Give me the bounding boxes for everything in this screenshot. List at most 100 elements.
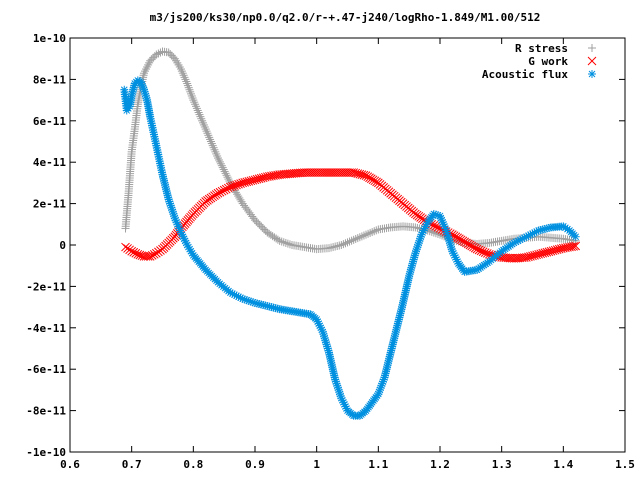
data-point [222, 171, 231, 180]
data-point [197, 114, 206, 123]
data-point [569, 242, 578, 251]
y-tick-label: 1e-10 [33, 32, 66, 45]
data-point [211, 147, 220, 156]
x-tick-label: 0.6 [60, 458, 80, 471]
series-acoustic-flux [120, 76, 580, 420]
data-point [204, 131, 213, 140]
data-point [173, 58, 182, 67]
data-point [185, 85, 194, 94]
data-point [172, 56, 181, 65]
y-tick-label: 0 [59, 239, 66, 252]
data-point [299, 168, 309, 177]
data-point [175, 62, 184, 71]
data-point [429, 228, 438, 237]
data-point [413, 223, 422, 232]
data-point [370, 227, 379, 236]
data-point [212, 149, 221, 158]
data-point [194, 108, 203, 117]
data-point [191, 100, 200, 109]
data-point [322, 168, 332, 177]
data-point [181, 75, 190, 84]
data-point [235, 193, 244, 202]
data-point [571, 241, 581, 251]
data-point [180, 73, 189, 82]
data-point [177, 67, 186, 76]
data-point [368, 228, 377, 237]
data-point [149, 249, 159, 259]
data-point [221, 169, 230, 178]
data-point [177, 65, 185, 74]
data-point [129, 247, 139, 257]
x-tick-label: 1.4 [553, 458, 573, 471]
data-point [359, 231, 368, 240]
data-point [214, 155, 223, 164]
data-point [236, 195, 245, 204]
data-point [187, 89, 196, 98]
data-point [224, 175, 233, 184]
data-point [219, 165, 228, 174]
data-point [318, 168, 328, 177]
data-point [186, 87, 195, 96]
data-point [366, 228, 375, 237]
data-point [213, 151, 222, 160]
x-tick-label: 1.1 [368, 458, 388, 471]
data-point [347, 236, 356, 245]
data-point [281, 238, 290, 247]
x-tick-label: 1.5 [615, 458, 635, 471]
data-point [187, 91, 196, 100]
data-point [353, 234, 362, 243]
y-tick-label: 8e-11 [33, 73, 66, 86]
data-point [139, 252, 149, 261]
data-point [275, 236, 284, 245]
data-point [220, 167, 229, 176]
y-tick-label: -6e-11 [26, 363, 66, 376]
x-tick-label: 0.7 [122, 458, 142, 471]
y-tick-label: -8e-11 [26, 405, 66, 418]
data-point [188, 94, 197, 103]
data-point [343, 168, 352, 177]
data-point [324, 168, 334, 177]
data-point [213, 188, 223, 198]
data-point [273, 235, 282, 244]
data-point [207, 139, 216, 148]
data-point [316, 168, 326, 177]
data-point [215, 187, 225, 197]
data-point [210, 145, 219, 154]
data-point [234, 192, 243, 201]
data-point [184, 83, 193, 92]
data-point [127, 246, 137, 256]
data-point [202, 127, 211, 136]
y-axis-ticks: 1e-10 8e-11 6e-11 4e-11 2e-11 0 -2e-11 -4e-11 -6… [26, 32, 625, 459]
data-point [174, 60, 183, 69]
data-point [206, 135, 215, 144]
data-point [341, 239, 350, 248]
data-point [308, 168, 317, 177]
x-tick-label: 0.8 [183, 458, 203, 471]
data-point [329, 243, 338, 252]
data-point [372, 226, 381, 235]
data-point [337, 241, 346, 249]
data-point [320, 168, 330, 177]
data-point [215, 157, 224, 166]
data-point [325, 244, 333, 253]
data-point [431, 222, 441, 231]
data-point [330, 168, 340, 177]
data-point [328, 168, 338, 177]
data-point [343, 238, 352, 247]
legend-marker [588, 44, 596, 52]
data-point [334, 168, 344, 177]
data-point [302, 168, 311, 177]
data-point [183, 81, 192, 90]
x-tick-label: 1 [313, 458, 320, 471]
data-point [200, 123, 209, 132]
data-point [312, 168, 322, 177]
chart-title: m3/js200/ks30/np0.0/q2.0/r-+.47-j240/log… [150, 11, 541, 24]
data-point [333, 242, 342, 251]
data-point [199, 118, 208, 127]
data-point [193, 106, 202, 115]
data-point [217, 186, 227, 196]
x-tick-label: 1.3 [492, 458, 512, 471]
y-tick-label: 6e-11 [33, 115, 66, 128]
data-point [152, 50, 161, 59]
